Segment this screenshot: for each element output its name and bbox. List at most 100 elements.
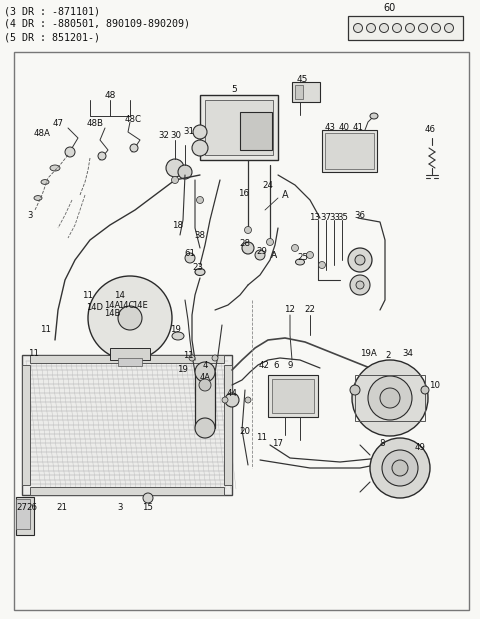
Text: 48: 48 [104, 90, 116, 100]
Ellipse shape [50, 165, 60, 171]
Circle shape [266, 238, 274, 246]
Circle shape [212, 355, 218, 361]
Text: A: A [271, 251, 277, 259]
Bar [388, 450, 412, 464]
Circle shape [65, 147, 75, 157]
Text: A: A [271, 251, 277, 259]
Text: 31: 31 [183, 128, 194, 137]
Circle shape [244, 227, 252, 233]
Text: 16: 16 [239, 189, 250, 197]
Text: 33: 33 [329, 214, 340, 222]
Text: 48B: 48B [86, 119, 104, 129]
Circle shape [350, 275, 370, 295]
Circle shape [166, 159, 184, 177]
Text: 48A: 48A [34, 129, 50, 139]
Text: 10: 10 [430, 381, 441, 389]
Bar [30, 487, 224, 495]
Text: 11: 11 [183, 350, 193, 360]
Circle shape [291, 245, 299, 251]
Text: 25: 25 [298, 254, 309, 262]
Circle shape [98, 152, 106, 160]
Circle shape [353, 24, 362, 33]
Circle shape [432, 24, 441, 33]
Circle shape [222, 397, 228, 403]
Text: 11: 11 [40, 326, 51, 334]
Bar [200, 95, 278, 160]
Text: 3: 3 [27, 210, 33, 220]
Text: 14A: 14A [104, 300, 120, 310]
Ellipse shape [296, 259, 304, 265]
Text: 37: 37 [321, 214, 332, 222]
Text: 2: 2 [385, 350, 391, 360]
Text: 17: 17 [273, 439, 284, 449]
Text: A: A [282, 190, 288, 200]
Circle shape [350, 385, 360, 395]
Circle shape [255, 250, 265, 260]
Circle shape [245, 397, 251, 403]
Circle shape [421, 386, 429, 394]
Text: 14: 14 [115, 290, 125, 300]
Text: 15: 15 [143, 503, 154, 513]
Text: 38: 38 [194, 232, 205, 241]
Text: 60: 60 [384, 3, 396, 13]
Text: 19: 19 [169, 326, 180, 334]
Text: 34: 34 [403, 348, 413, 358]
PathPatch shape [130, 295, 158, 318]
Ellipse shape [370, 113, 378, 119]
Circle shape [130, 144, 138, 152]
Text: 8: 8 [379, 438, 385, 448]
Text: 18: 18 [172, 222, 183, 230]
Bar [224, 365, 232, 485]
Bar [110, 348, 150, 360]
Ellipse shape [41, 180, 49, 184]
Text: 11: 11 [28, 350, 39, 358]
Text: 4A: 4A [200, 373, 211, 383]
Circle shape [380, 24, 388, 33]
Text: 29: 29 [257, 246, 267, 256]
Text: 41: 41 [352, 123, 363, 131]
Circle shape [319, 261, 325, 269]
Bar [30, 355, 224, 363]
Bar [16, 497, 34, 535]
Text: 14B: 14B [104, 308, 120, 318]
Bar [292, 82, 320, 102]
Bar [195, 372, 215, 428]
Text: 11: 11 [83, 290, 94, 300]
Text: 20: 20 [240, 428, 251, 436]
Bar [355, 375, 425, 421]
Text: 46: 46 [424, 126, 435, 134]
Text: 43: 43 [324, 123, 336, 131]
Text: 32: 32 [158, 131, 169, 141]
Circle shape [189, 355, 195, 361]
Text: 61: 61 [184, 249, 195, 259]
Text: (3 DR : -871101): (3 DR : -871101) [4, 6, 100, 16]
PathPatch shape [113, 287, 130, 318]
Text: 5: 5 [231, 85, 237, 95]
Bar [325, 133, 374, 169]
Circle shape [368, 376, 412, 420]
Text: 24: 24 [263, 181, 274, 191]
Bar [22, 365, 30, 485]
Text: 4: 4 [202, 360, 208, 370]
Circle shape [406, 24, 415, 33]
Text: 35: 35 [337, 214, 348, 222]
Circle shape [118, 306, 142, 330]
Text: 14E: 14E [132, 300, 148, 310]
Circle shape [380, 388, 400, 408]
Text: 40: 40 [338, 123, 349, 131]
PathPatch shape [130, 318, 158, 340]
Circle shape [143, 493, 153, 503]
PathPatch shape [117, 318, 130, 348]
Circle shape [196, 196, 204, 204]
Text: 48C: 48C [124, 115, 142, 124]
Circle shape [171, 176, 179, 183]
Text: 22: 22 [304, 306, 315, 314]
Text: 42: 42 [259, 360, 269, 370]
Bar [16, 499, 30, 529]
Ellipse shape [195, 269, 205, 275]
Circle shape [195, 418, 215, 438]
Bar [295, 85, 303, 99]
Text: 14D: 14D [86, 303, 104, 313]
Text: 21: 21 [57, 503, 68, 513]
Text: 23: 23 [192, 264, 204, 272]
